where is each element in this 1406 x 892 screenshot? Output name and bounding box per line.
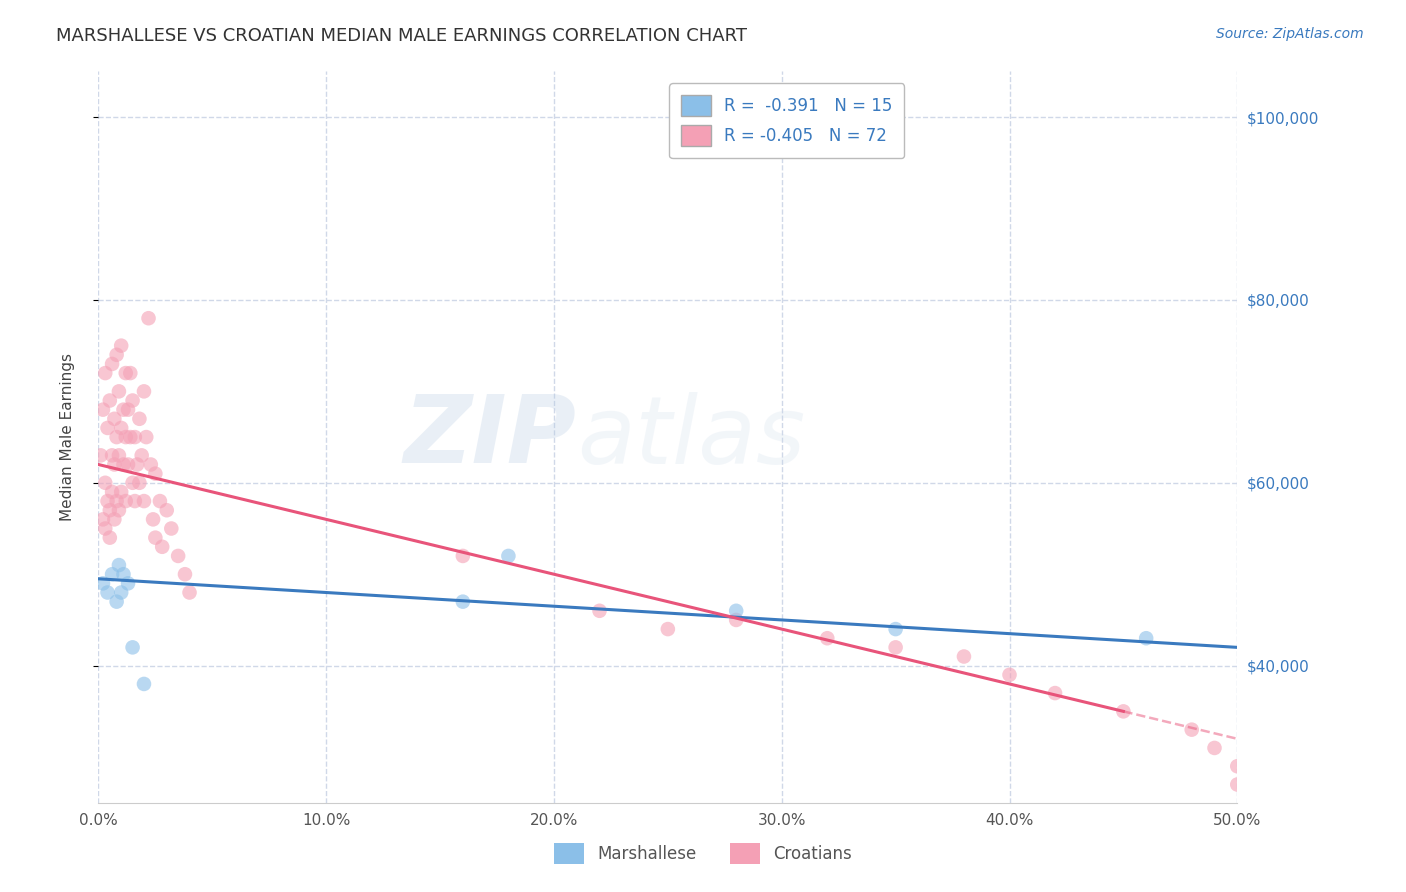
Point <box>98 531 121 545</box>
Point <box>138 311 160 326</box>
Text: atlas: atlas <box>576 392 806 483</box>
Point <box>110 338 132 352</box>
Point <box>103 458 125 472</box>
Point <box>108 558 131 573</box>
Point <box>120 366 142 380</box>
Point <box>98 503 121 517</box>
Point <box>725 613 748 627</box>
Point <box>114 366 136 380</box>
Y-axis label: Median Male Earnings: Median Male Earnings <box>60 353 75 521</box>
Point <box>128 411 150 425</box>
Point <box>103 411 125 425</box>
Point <box>1135 632 1157 646</box>
Point <box>657 622 679 636</box>
Point <box>108 384 131 399</box>
Point <box>121 475 143 490</box>
Point <box>160 521 183 535</box>
Point <box>96 585 118 599</box>
Point <box>110 585 132 599</box>
Point <box>150 540 173 554</box>
Point <box>156 503 179 517</box>
Point <box>91 402 114 417</box>
Text: MARSHALLESE VS CROATIAN MEDIAN MALE EARNINGS CORRELATION CHART: MARSHALLESE VS CROATIAN MEDIAN MALE EARN… <box>56 27 747 45</box>
Point <box>101 567 124 582</box>
Point <box>108 448 131 462</box>
Point <box>124 430 146 444</box>
Point <box>94 521 117 535</box>
Point <box>142 512 165 526</box>
Point <box>174 567 197 582</box>
Point <box>91 576 114 591</box>
Point <box>121 393 143 408</box>
Point <box>96 421 118 435</box>
Point <box>117 576 139 591</box>
Legend: R =  -0.391   N = 15, R = -0.405   N = 72: R = -0.391 N = 15, R = -0.405 N = 72 <box>669 83 904 158</box>
Point <box>139 458 162 472</box>
Point <box>451 594 474 608</box>
Point <box>117 402 139 417</box>
Point <box>112 567 135 582</box>
Point <box>105 430 128 444</box>
Point <box>1181 723 1204 737</box>
Point <box>1043 686 1066 700</box>
Point <box>90 448 112 462</box>
Point <box>145 467 167 481</box>
Point <box>101 448 124 462</box>
Point <box>953 649 976 664</box>
Point <box>128 475 150 490</box>
Point <box>101 484 124 499</box>
Point <box>725 604 748 618</box>
Point <box>451 549 474 563</box>
Point <box>94 475 117 490</box>
Point <box>120 430 142 444</box>
Point <box>108 503 131 517</box>
Point <box>132 677 155 691</box>
Point <box>179 585 201 599</box>
Point <box>114 430 136 444</box>
Point <box>94 366 117 380</box>
Point <box>98 393 121 408</box>
Point <box>1226 759 1249 773</box>
Text: Source: ZipAtlas.com: Source: ZipAtlas.com <box>1216 27 1364 41</box>
Point <box>145 531 167 545</box>
Point <box>132 384 155 399</box>
Point <box>815 632 838 646</box>
Point <box>105 594 128 608</box>
Point <box>884 640 907 655</box>
Point <box>498 549 520 563</box>
Point <box>132 494 155 508</box>
Point <box>135 430 157 444</box>
Point <box>588 604 610 618</box>
Point <box>127 458 149 472</box>
Point <box>884 622 907 636</box>
Point <box>1226 778 1249 792</box>
Point <box>112 458 135 472</box>
Point <box>124 494 146 508</box>
Point <box>1112 705 1135 719</box>
Point <box>1204 740 1226 755</box>
Point <box>105 494 128 508</box>
Point <box>112 402 135 417</box>
Point <box>110 421 132 435</box>
Text: ZIP: ZIP <box>404 391 576 483</box>
Point <box>105 348 128 362</box>
Point <box>114 494 136 508</box>
Point <box>149 494 172 508</box>
Point <box>121 640 143 655</box>
Point <box>96 494 118 508</box>
Point <box>131 448 153 462</box>
Point <box>117 458 139 472</box>
Point <box>998 667 1021 681</box>
Point <box>101 357 124 371</box>
Point <box>167 549 190 563</box>
Legend: Marshallese, Croatians: Marshallese, Croatians <box>547 837 859 871</box>
Point <box>103 512 125 526</box>
Point <box>91 512 114 526</box>
Point <box>110 484 132 499</box>
